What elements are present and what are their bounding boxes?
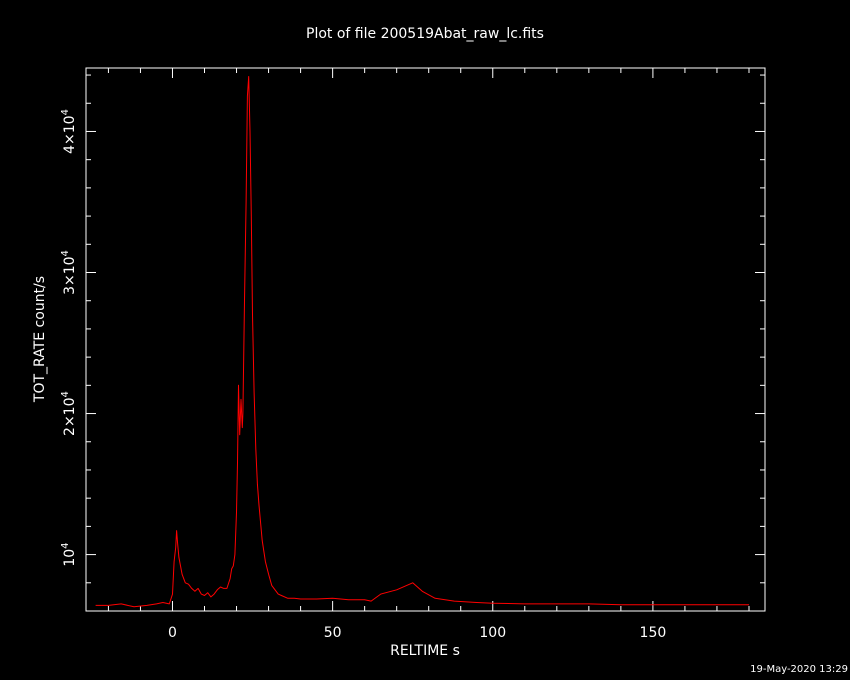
- footer-timestamp: 19-May-2020 13:29: [750, 664, 848, 675]
- x-axis-label: RELTIME s: [390, 643, 460, 659]
- chart-title: Plot of file 200519Abat_raw_lc.fits: [306, 26, 544, 42]
- series-line-0: [95, 76, 749, 608]
- x-tick-label: 0: [168, 625, 177, 641]
- x-axis-ticks: [107, 68, 750, 611]
- y-axis-tick-labels: 104 2×104 3×104 4×104: [60, 109, 78, 567]
- x-axis-tick-labels: 0 50 100 150: [168, 625, 666, 641]
- y-tick-label: 104: [60, 542, 78, 566]
- y-tick-label: 3×104: [60, 250, 78, 295]
- y-tick-label: 2×104: [60, 391, 78, 436]
- y-axis-label: TOT_RATE count/s: [32, 276, 48, 403]
- x-tick-label: 150: [640, 625, 667, 641]
- x-tick-label: 50: [324, 625, 342, 641]
- plot-frame: [85, 67, 766, 612]
- y-axis-ticks: [86, 74, 765, 612]
- x-tick-label: 100: [479, 625, 506, 641]
- series-layer: [95, 76, 749, 608]
- y-tick-label: 4×104: [60, 109, 78, 154]
